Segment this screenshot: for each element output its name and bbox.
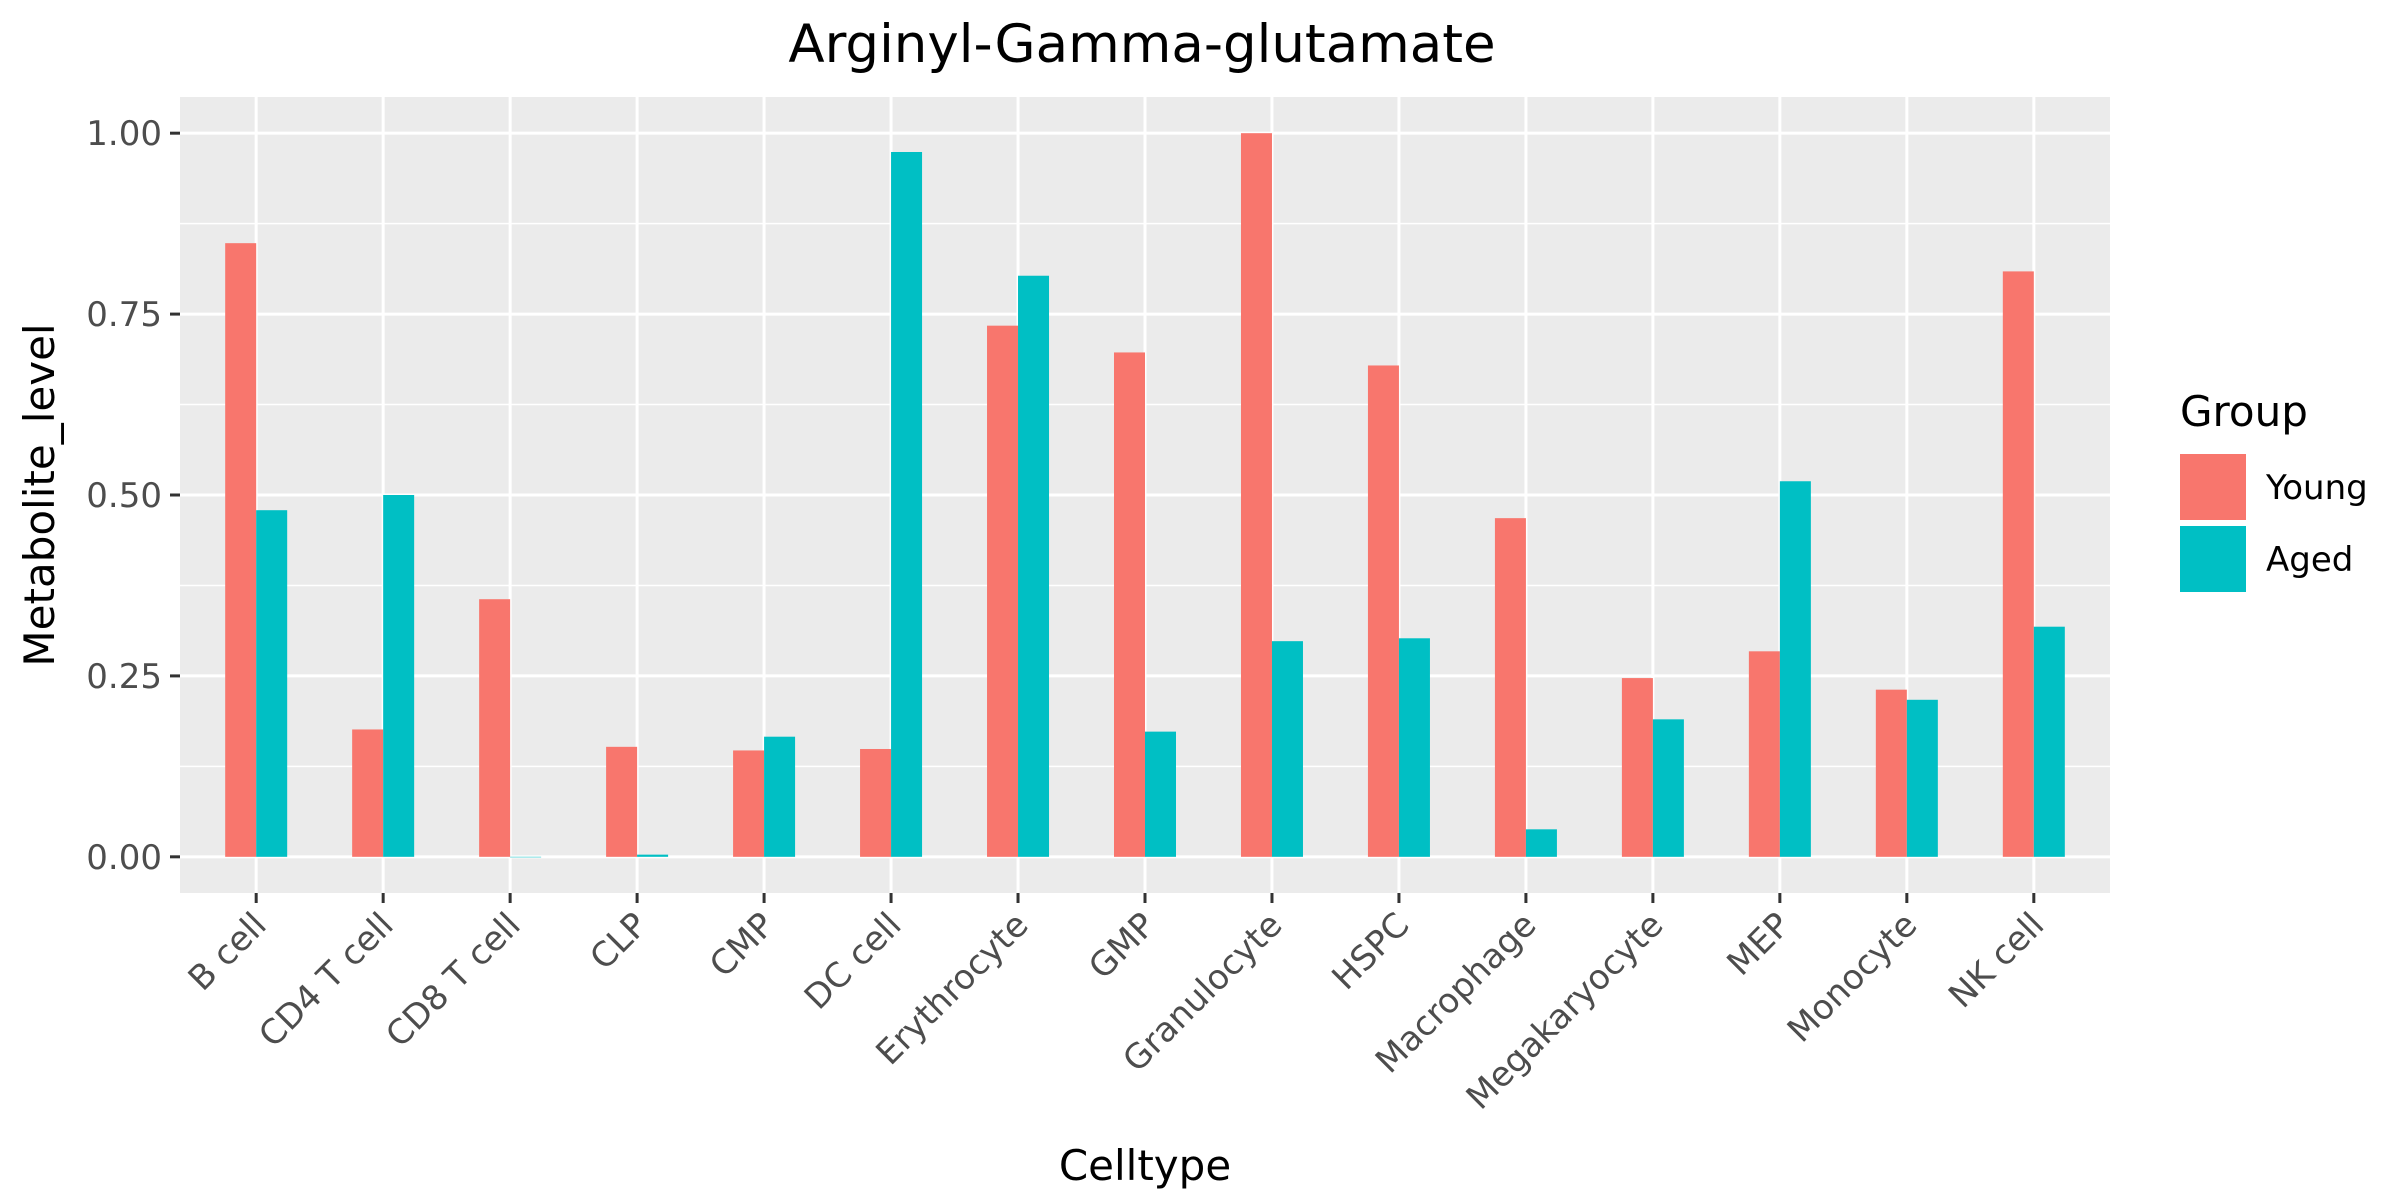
- x-tick-label: CD4 T cell: [251, 905, 401, 1055]
- bar-young: [733, 750, 765, 857]
- x-tick-label: MEP: [1720, 905, 1799, 984]
- bar-aged: [1779, 481, 1811, 857]
- x-axis-title: Celltype: [1059, 1141, 1231, 1190]
- bar-young: [1494, 518, 1526, 857]
- bar-aged: [764, 736, 796, 857]
- legend-title: Group: [2180, 387, 2308, 436]
- bar-aged: [1398, 638, 1430, 857]
- bar-aged: [891, 151, 923, 857]
- x-tick-label: CMP: [702, 905, 782, 985]
- bar-young: [1748, 651, 1780, 857]
- x-tick-label: CLP: [583, 905, 656, 978]
- y-axis-title: Metabolite_level: [15, 323, 64, 666]
- x-tick-label: Monocyte: [1780, 905, 1925, 1050]
- bar-young: [352, 729, 384, 857]
- legend-key-young: [2180, 454, 2246, 520]
- bar-young: [225, 243, 257, 857]
- x-tick-label: NK cell: [1941, 905, 2052, 1016]
- bar-aged: [510, 856, 542, 858]
- legend-label: Aged: [2266, 540, 2353, 580]
- chart-title: Arginyl-Gamma-glutamate: [788, 14, 1495, 75]
- x-tick-label: DC cell: [797, 905, 910, 1018]
- bar-young: [1240, 133, 1272, 857]
- bar-young: [1114, 352, 1145, 857]
- x-tick-label: HSPC: [1324, 905, 1417, 998]
- bar-aged: [1652, 719, 1684, 857]
- bar-aged: [383, 495, 415, 857]
- bar-young: [1621, 678, 1653, 857]
- bar-young: [987, 325, 1019, 857]
- bar-young: [1875, 689, 1907, 857]
- y-tick-label: 0.25: [86, 657, 162, 697]
- y-tick-label: 1.00: [86, 114, 162, 154]
- y-tick-label: 0.00: [86, 838, 162, 878]
- bar-aged: [1145, 731, 1176, 857]
- y-tick-label: 0.50: [86, 476, 162, 516]
- bar-aged: [1018, 275, 1050, 857]
- x-tick-label: GMP: [1081, 905, 1163, 987]
- bar-aged: [637, 854, 669, 857]
- x-tick-label: B cell: [181, 905, 275, 999]
- bar-young: [2002, 271, 2034, 857]
- bar-aged: [2033, 626, 2065, 857]
- bar-young: [606, 746, 638, 857]
- legend-label: Young: [2265, 468, 2368, 508]
- bar-young: [1367, 365, 1399, 857]
- x-tick-label: CD8 T cell: [378, 905, 528, 1055]
- bar-young: [479, 599, 511, 857]
- bars: [225, 133, 2065, 858]
- bar-aged: [1271, 641, 1303, 857]
- bar-aged: [1906, 699, 1938, 857]
- bar-aged: [256, 510, 288, 857]
- bar-young: [860, 748, 892, 857]
- y-axis: 0.00 0.25 0.50 0.75 1.00: [86, 114, 180, 878]
- legend: Group Young Aged: [2180, 387, 2368, 592]
- bar-aged: [1525, 829, 1557, 857]
- y-tick-label: 0.75: [86, 295, 162, 335]
- legend-key-aged: [2180, 526, 2246, 592]
